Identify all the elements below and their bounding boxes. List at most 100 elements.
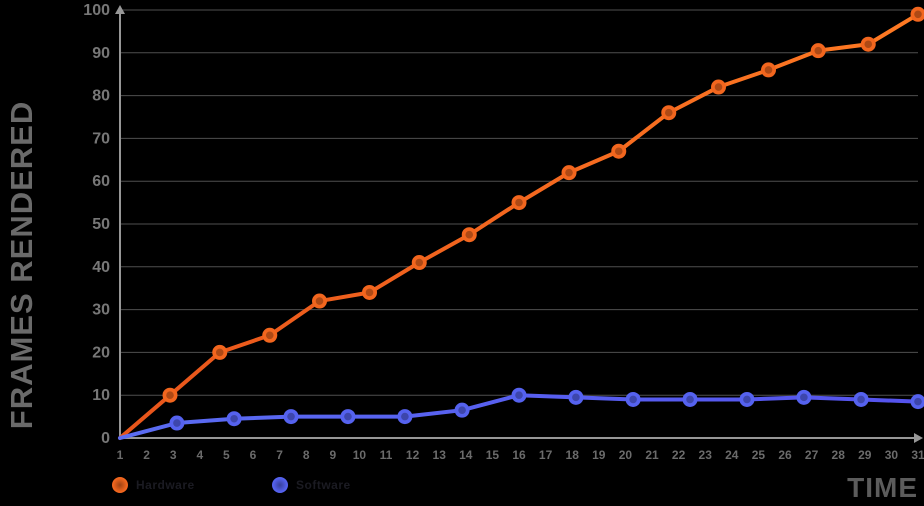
data-point-core-software — [344, 412, 352, 421]
y-tick-label: 80 — [92, 88, 110, 105]
x-tick-label: 2 — [143, 448, 150, 462]
data-point-core-hardware — [565, 168, 573, 177]
data-point-software — [454, 402, 470, 418]
data-point-core-software — [458, 406, 466, 414]
y-tick-label: 90 — [92, 45, 110, 62]
data-point-core-software — [629, 395, 637, 404]
data-point-hardware — [611, 143, 627, 159]
data-point-core-hardware — [265, 331, 274, 340]
x-tick-label: 3 — [170, 448, 177, 462]
y-tick-label: 30 — [92, 302, 110, 319]
data-point-software — [511, 387, 527, 403]
x-tick-label: 21 — [645, 448, 659, 462]
series-line-hardware — [118, 12, 920, 440]
data-point-hardware — [561, 165, 577, 181]
data-point-core-hardware — [365, 288, 374, 297]
y-tick-label: 20 — [92, 344, 110, 361]
data-point-hardware — [711, 79, 726, 95]
data-point-hardware — [661, 105, 677, 121]
x-tick-label: 1 — [117, 448, 124, 462]
x-tick-label: 5 — [223, 448, 230, 462]
data-point-core-software — [287, 412, 295, 421]
x-tick-label: 14 — [459, 448, 473, 462]
data-point-hardware — [511, 195, 527, 211]
data-point-core-hardware — [764, 66, 773, 74]
data-point-core-software — [743, 395, 751, 404]
data-point-core-hardware — [515, 198, 523, 207]
data-point-core-hardware — [714, 83, 723, 91]
x-tick-label: 30 — [885, 448, 899, 462]
data-point-software — [568, 389, 584, 405]
data-point-core-hardware — [215, 348, 224, 357]
data-point-software — [682, 391, 698, 407]
data-point-core-software — [230, 414, 238, 423]
x-tick-label: 23 — [699, 448, 713, 462]
legend-item-hardware[interactable]: Hardware — [112, 477, 228, 493]
x-tick-label: 29 — [858, 448, 872, 462]
x-tick-label: 25 — [752, 448, 766, 462]
x-tick-label: 9 — [329, 448, 336, 462]
y-tick-label: 100 — [83, 2, 110, 19]
data-point-core-software — [686, 395, 694, 404]
y-tick-label: 0 — [101, 430, 110, 447]
x-axis-arrow-icon — [914, 433, 923, 443]
x-tick-label: 4 — [196, 448, 203, 462]
x-tick-label: 31 — [911, 448, 924, 462]
x-tick-label: 11 — [380, 448, 393, 462]
data-point-core-hardware — [814, 46, 823, 55]
y-axis-arrow-icon — [115, 5, 125, 14]
y-tick-label: 10 — [92, 387, 110, 404]
y-tick-label: 50 — [92, 216, 110, 233]
data-point-hardware — [411, 255, 427, 271]
x-tick-label: 8 — [303, 448, 310, 462]
x-tick-label: 13 — [433, 448, 447, 462]
data-point-hardware — [910, 6, 924, 22]
data-point-core-software — [857, 395, 865, 404]
data-point-core-software — [515, 391, 523, 400]
data-point-hardware — [810, 43, 826, 59]
data-point-software — [739, 391, 755, 407]
data-point-core-software — [401, 412, 409, 421]
x-tick-label: 24 — [725, 448, 739, 462]
x-axis-title: TIME — [847, 472, 918, 503]
x-tick-label: 22 — [672, 448, 686, 462]
data-point-software — [340, 409, 356, 425]
data-point-software — [226, 411, 242, 427]
y-tick-label: 40 — [92, 259, 110, 276]
data-point-software — [397, 409, 413, 425]
data-point-core-hardware — [415, 258, 424, 267]
data-point-core-software — [914, 397, 922, 406]
legend-label-software: Software — [296, 478, 351, 492]
legend-item-software[interactable]: Software — [272, 477, 388, 493]
data-point-hardware — [162, 387, 178, 403]
x-tick-label: 18 — [566, 448, 580, 462]
x-tick-label: 19 — [592, 448, 606, 462]
data-point-core-hardware — [914, 10, 922, 19]
x-tick-label: 28 — [832, 448, 846, 462]
data-point-hardware — [312, 293, 327, 309]
x-tick-label: 15 — [486, 448, 500, 462]
data-point-core-hardware — [465, 230, 474, 239]
data-point-software — [853, 391, 869, 407]
x-tick-label: 27 — [805, 448, 819, 462]
data-point-software — [169, 415, 185, 431]
x-tick-label: 12 — [406, 448, 420, 462]
data-point-core-software — [800, 393, 808, 402]
x-tick-label: 17 — [539, 448, 553, 462]
data-point-software — [796, 389, 812, 405]
y-tick-label: 70 — [92, 130, 110, 147]
data-point-hardware — [212, 344, 228, 360]
data-point-hardware — [761, 62, 777, 78]
data-point-core-hardware — [664, 108, 673, 117]
x-tick-label: 20 — [619, 448, 633, 462]
x-tick-label: 7 — [276, 448, 283, 462]
data-point-software — [625, 391, 641, 407]
x-tick-label: 6 — [250, 448, 257, 462]
legend-dot-orange-icon — [112, 477, 128, 493]
x-tick-label: 10 — [353, 448, 367, 462]
legend-dot-blue-icon — [272, 477, 288, 493]
data-point-hardware — [461, 227, 477, 243]
data-point-hardware — [362, 284, 378, 300]
